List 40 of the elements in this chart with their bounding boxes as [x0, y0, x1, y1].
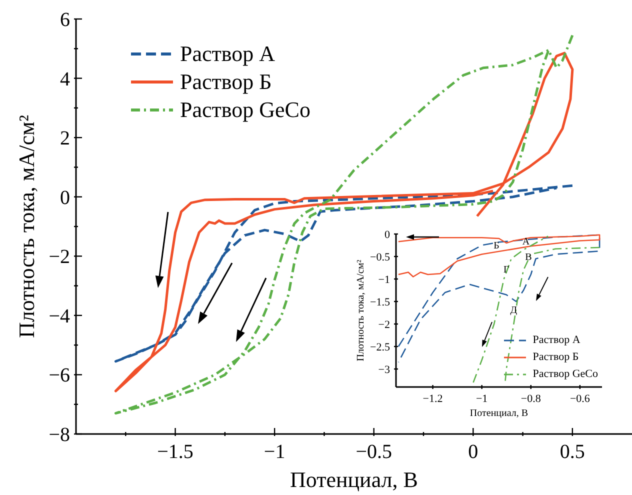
x-tick-label: 0: [468, 441, 478, 463]
y-tick-label: 4: [60, 68, 70, 90]
legend-label: Раствор GeCo: [180, 96, 310, 124]
x-tick-label: −1: [264, 441, 286, 463]
y-tick-label: 0: [384, 228, 390, 241]
y-tick-label: −0.5: [370, 251, 390, 264]
x-axis-title: Потенциал, В: [290, 467, 418, 492]
x-axis-title: Потенциал, В: [470, 408, 528, 419]
line-series: [398, 234, 600, 363]
y-axis-title: Плотность тока, мА/см²: [356, 260, 367, 362]
annotation: Д: [510, 305, 518, 316]
legend-label: Раствор А: [180, 40, 276, 68]
line-series: [114, 184, 574, 363]
x-tick-label: −1: [476, 393, 488, 405]
y-tick-label: −2.5: [370, 341, 390, 354]
y-tick-label: −4: [48, 305, 70, 328]
y-tick-label: −3: [378, 364, 390, 376]
x-tick-label: −0.8: [520, 393, 542, 405]
annotation: Б: [494, 240, 500, 252]
y-tick-label: 0: [60, 186, 70, 209]
y-axis-title: Плотность тока, мА/см²: [14, 114, 39, 338]
legend-label: Раствор Б: [180, 68, 272, 96]
y-tick-label: 2: [60, 128, 70, 150]
y-tick-label: −1.5: [370, 296, 390, 308]
y-tick-label: −2: [48, 246, 70, 268]
legend-label: Раствор Б: [532, 350, 579, 365]
annotation: А: [522, 236, 530, 248]
legend-label: Раствор А: [532, 333, 580, 348]
line-series: [398, 234, 600, 278]
x-tick-label: −1.5: [157, 441, 194, 463]
y-tick-label: −1: [378, 274, 390, 286]
legend-label: Раствор GeCo: [532, 367, 598, 382]
x-tick-label: 0.5: [560, 441, 585, 463]
y-tick-label: −2: [378, 318, 390, 331]
y-tick-label: −6: [48, 364, 70, 387]
x-tick-label: −0.6: [570, 393, 590, 405]
y-tick-label: 6: [60, 9, 70, 31]
annotation: В: [525, 252, 532, 264]
x-tick-label: −1.2: [422, 393, 443, 405]
y-tick-label: −8: [48, 424, 70, 446]
